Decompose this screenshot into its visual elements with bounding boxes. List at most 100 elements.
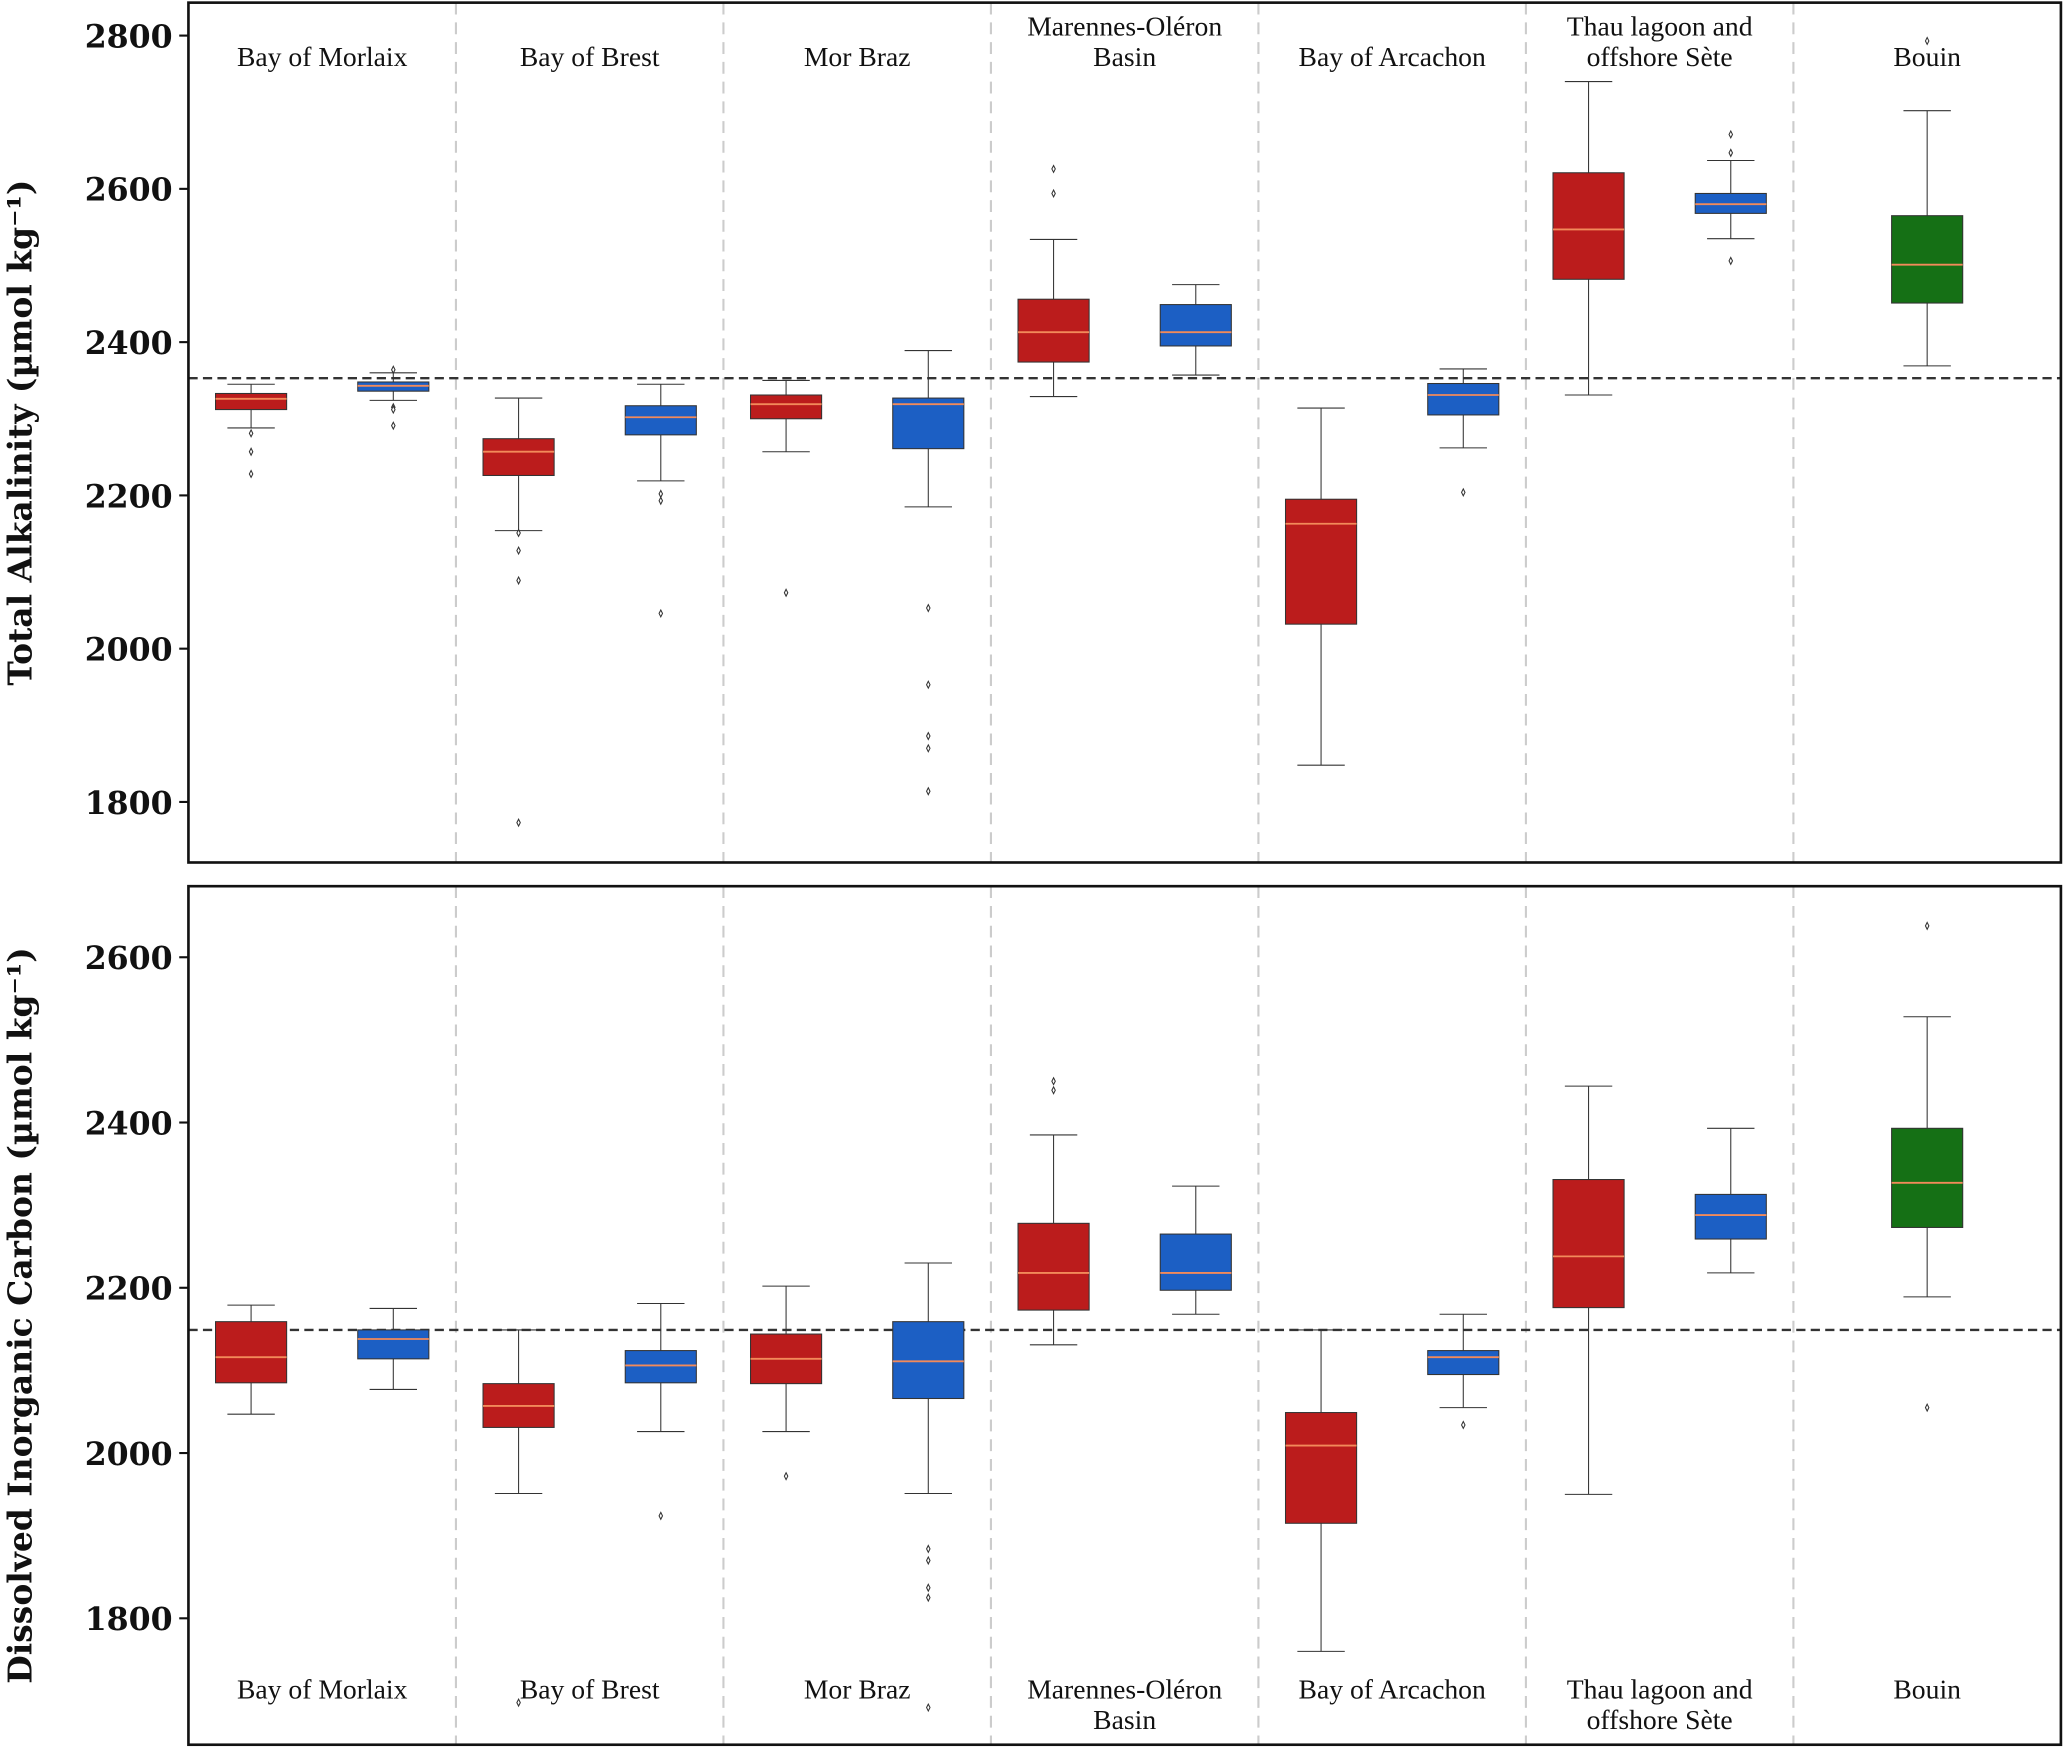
- box-iqr: [215, 1321, 288, 1384]
- outlier-point: [925, 743, 931, 753]
- box-iqr: [1552, 172, 1625, 280]
- outlier-point: [1728, 256, 1734, 266]
- box-6-1: [1552, 1085, 1625, 1495]
- y-tick-label: 2600: [85, 172, 173, 209]
- box-iqr: [1284, 1412, 1358, 1524]
- outlier-point: [1051, 1076, 1056, 1086]
- box-iqr: [749, 394, 823, 420]
- panel-1: Bay of Morlaix Bay of Brest Mor Braz Marenn…: [1, 1, 2063, 864]
- outlier-point: [1728, 148, 1734, 158]
- category-label: Bay of Morlaix: [237, 41, 408, 72]
- box-iqr: [357, 1329, 430, 1360]
- box-1-1: [215, 1304, 288, 1415]
- category-label: Marennes-Oléron: [1027, 1674, 1222, 1705]
- outlier-point: [925, 1593, 931, 1603]
- outlier-point: [1924, 921, 1930, 931]
- outlier-point: [1051, 1085, 1056, 1095]
- y-tick-label: 2400: [85, 1105, 173, 1142]
- outlier-point: [516, 545, 521, 556]
- category-label: Bay of Brest: [520, 41, 660, 72]
- box-3-1: [749, 1285, 823, 1481]
- outlier-point: [658, 496, 664, 506]
- y-axis-label: Dissolved Inorganic Carbon (µmol kg⁻¹): [1, 947, 40, 1684]
- box-iqr: [1427, 382, 1500, 416]
- category-label: Thau lagoon and: [1567, 1674, 1753, 1705]
- box-6-2: [1694, 129, 1767, 266]
- category-label: Basin: [1093, 41, 1156, 72]
- box-1-1: [215, 383, 288, 479]
- box-iqr: [1891, 1127, 1964, 1228]
- box-iqr: [1159, 304, 1232, 347]
- outlier-point: [248, 428, 254, 438]
- box-iqr: [1017, 298, 1090, 363]
- outlier-point: [1924, 1402, 1930, 1413]
- box-3-2: [892, 1262, 965, 1713]
- y-tick-label: 2400: [85, 325, 173, 362]
- box-7-1: [1891, 921, 1964, 1413]
- outlier-point: [1924, 36, 1930, 46]
- category-label: Marennes-Oléron: [1027, 11, 1222, 42]
- category-label: Thau lagoon and: [1567, 11, 1753, 42]
- outlier-point: [390, 404, 396, 415]
- box-5-1: [1284, 407, 1358, 766]
- box-iqr: [1159, 1233, 1232, 1291]
- category-label: Mor Braz: [804, 1674, 911, 1705]
- box-3-2: [892, 350, 965, 796]
- box-2-2: [624, 383, 697, 619]
- box-iqr: [1284, 498, 1358, 625]
- category-label: Bay of Arcachon: [1299, 1674, 1486, 1705]
- outlier-point: [1051, 164, 1056, 174]
- outlier-point: [248, 447, 254, 457]
- outlier-point: [658, 608, 664, 619]
- y-tick-label: 2200: [85, 478, 173, 515]
- category-label: Bouin: [1893, 41, 1961, 72]
- box-5-2: [1427, 368, 1500, 497]
- outlier-point: [925, 680, 931, 690]
- y-tick-label: 2800: [85, 18, 173, 55]
- category-label: Bouin: [1893, 1674, 1961, 1705]
- box-4-2: [1159, 1185, 1232, 1315]
- outlier-point: [248, 469, 254, 479]
- box-6-1: [1552, 81, 1625, 396]
- category-label: Mor Braz: [804, 41, 911, 72]
- box-iqr: [1694, 1193, 1767, 1240]
- outlier-point: [925, 1583, 931, 1593]
- outlier-point: [925, 786, 931, 796]
- outlier-point: [925, 731, 931, 741]
- box-iqr: [624, 1350, 697, 1384]
- box-2-1: [482, 397, 555, 828]
- axes-frame: [187, 1, 2063, 864]
- box-2-1: [482, 1329, 555, 1708]
- outlier-point: [925, 1544, 931, 1554]
- outlier-point: [783, 588, 789, 598]
- category-label: Bay of Brest: [520, 1674, 660, 1705]
- outlier-point: [1460, 1420, 1466, 1430]
- outlier-point: [390, 365, 396, 375]
- box-iqr: [1427, 1350, 1500, 1376]
- outlier-point: [783, 1471, 789, 1481]
- box-iqr: [215, 392, 288, 411]
- box-iqr: [892, 1321, 965, 1400]
- box-4-1: [1017, 164, 1090, 398]
- box-1-2: [357, 1307, 430, 1390]
- y-tick-label: 1800: [85, 785, 173, 822]
- category-label: Bay of Arcachon: [1299, 41, 1486, 72]
- box-iqr: [1017, 1222, 1090, 1311]
- outlier-point: [516, 818, 521, 828]
- outlier-point: [516, 575, 521, 586]
- outlier-point: [516, 528, 521, 538]
- outlier-point: [516, 1697, 521, 1708]
- outlier-point: [925, 1702, 931, 1713]
- category-label: Bay of Morlaix: [237, 1674, 408, 1705]
- axes-frame: [187, 884, 2063, 1747]
- outlier-point: [925, 1555, 931, 1566]
- outlier-point: [1460, 487, 1466, 497]
- box-1-2: [357, 365, 430, 431]
- box-iqr: [1552, 1179, 1625, 1309]
- outlier-point: [1728, 129, 1734, 140]
- box-iqr: [482, 438, 555, 477]
- outlier-point: [658, 1511, 664, 1521]
- box-5-2: [1427, 1313, 1500, 1430]
- outlier-point: [1051, 188, 1056, 199]
- box-4-2: [1159, 284, 1232, 376]
